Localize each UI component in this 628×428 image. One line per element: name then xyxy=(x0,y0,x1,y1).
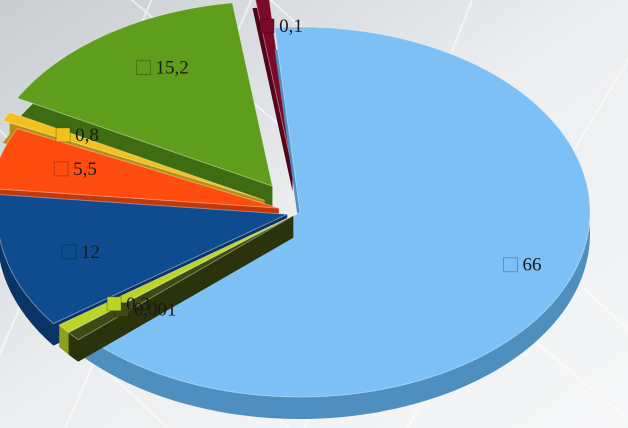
slice-15-2-label: 15,2 xyxy=(155,58,188,79)
slice-12-marker xyxy=(61,244,77,260)
slice-66 xyxy=(83,26,591,398)
slice-0-1-side xyxy=(252,0,293,192)
slice-0-3-label: 0,3 xyxy=(126,294,150,315)
slice-5-5-label: 5,5 xyxy=(73,159,97,180)
slice-0-1-label: 0,1 xyxy=(279,16,303,37)
slice-66-marker xyxy=(503,257,519,273)
slice-0-1-marker xyxy=(259,18,275,34)
slice-15-2-marker xyxy=(135,60,151,76)
slice-0-001-side xyxy=(68,215,294,362)
slice-15-2 xyxy=(16,2,274,187)
slice-66-label: 66 xyxy=(523,255,542,276)
slice-66-side xyxy=(84,26,590,419)
slice-5-5-marker xyxy=(53,161,69,177)
slice-0-3-marker xyxy=(106,296,122,312)
slice-0-8-label: 0,8 xyxy=(75,125,99,146)
slice-5-5 xyxy=(0,127,279,209)
slice-0-8-marker xyxy=(55,127,71,143)
slice-12 xyxy=(0,194,290,325)
pie-slices xyxy=(0,0,591,419)
slice-12-label: 12 xyxy=(81,242,100,263)
slice-0-001-label: 0,001 xyxy=(134,300,177,321)
slice-markers xyxy=(53,18,519,318)
